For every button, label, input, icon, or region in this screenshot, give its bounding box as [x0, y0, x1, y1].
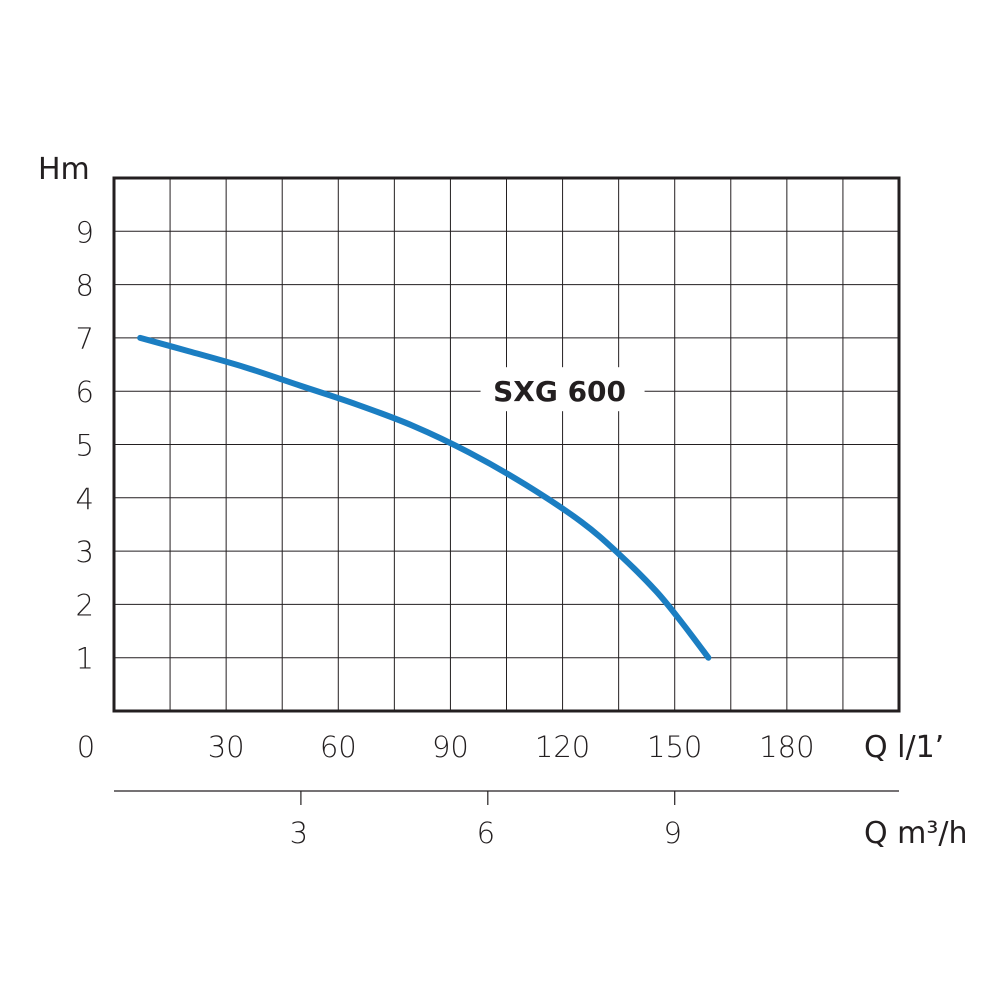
series-layer: SXG 600: [137, 334, 712, 661]
x-tick-label: 60: [320, 730, 357, 764]
y-tick-label: 1: [76, 642, 94, 676]
x-tick-label: 90: [432, 730, 469, 764]
y-axis-label: Hm: [38, 152, 90, 187]
y-tick-label: 4: [76, 482, 94, 516]
x-tick-label: 150: [647, 730, 702, 764]
x2-tick-label: 6: [477, 816, 495, 850]
x-axis-label: Q l/1’: [864, 730, 944, 765]
y-tick-label: 6: [76, 375, 94, 409]
chart-grid: [114, 178, 899, 711]
x-tick-label: 180: [759, 730, 814, 764]
x-axis-ticks: 0 30 60 90 120 150 180: [77, 730, 815, 764]
y-tick-label: 2: [76, 588, 94, 622]
x-tick-label: 0: [77, 730, 95, 764]
secondary-x-axis-ticks: 3 6 9: [290, 791, 682, 850]
y-tick-label: 3: [76, 535, 94, 569]
series-label: SXG 600: [493, 375, 626, 408]
plot-frame: [112, 176, 901, 713]
y-tick-label: 9: [76, 215, 94, 249]
x2-tick-label: 3: [290, 816, 308, 850]
y-axis-ticks: 1 2 3 4 5 6 7 8 9: [76, 215, 94, 675]
y-tick-label: 5: [76, 429, 94, 463]
series-line-sxg-600: [137, 334, 712, 661]
x-tick-label: 30: [208, 730, 245, 764]
x-tick-label: 120: [535, 730, 590, 764]
y-tick-label: 8: [76, 269, 94, 303]
secondary-x-axis-label: Q m³/h: [864, 816, 968, 851]
x2-tick-label: 9: [663, 816, 681, 850]
y-tick-label: 7: [76, 322, 94, 356]
series-label-background: [480, 367, 645, 412]
